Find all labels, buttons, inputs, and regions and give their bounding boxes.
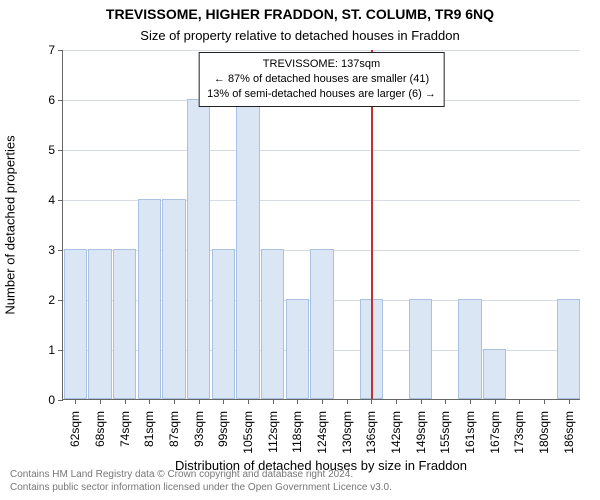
- annotation-line: TREVISSOME: 137sqm: [207, 57, 436, 72]
- x-tick: 173sqm: [512, 405, 526, 454]
- x-tick-mark: [347, 399, 348, 404]
- histogram-bar: [409, 299, 433, 399]
- x-tick: 68sqm: [93, 405, 107, 447]
- x-tick: 93sqm: [192, 405, 206, 447]
- x-tick-mark: [248, 399, 249, 404]
- x-tick-mark: [371, 399, 372, 404]
- x-tick-mark: [519, 399, 520, 404]
- x-tick: 149sqm: [414, 405, 428, 454]
- y-axis-label: Number of detached properties: [3, 135, 18, 314]
- x-tick: 81sqm: [142, 405, 156, 447]
- histogram-chart: TREVISSOME, HIGHER FRADDON, ST. COLUMB, …: [0, 0, 600, 500]
- histogram-bar: [557, 299, 581, 399]
- chart-subtitle: Size of property relative to detached ho…: [0, 28, 600, 43]
- x-tick-mark: [421, 399, 422, 404]
- x-tick-mark: [297, 399, 298, 404]
- x-tick-mark: [396, 399, 397, 404]
- histogram-bar: [113, 249, 137, 399]
- histogram-bar: [88, 249, 112, 399]
- x-tick: 118sqm: [290, 405, 304, 453]
- x-tick: 180sqm: [537, 405, 551, 454]
- x-tick-mark: [470, 399, 471, 404]
- x-tick-mark: [445, 399, 446, 404]
- x-tick: 161sqm: [463, 405, 477, 454]
- x-tick: 155sqm: [438, 405, 452, 454]
- histogram-bar: [483, 349, 507, 399]
- y-tick: 2: [48, 293, 63, 307]
- annotation-line: 13% of semi-detached houses are larger (…: [207, 87, 436, 102]
- x-tick-mark: [100, 399, 101, 404]
- x-tick-mark: [75, 399, 76, 404]
- x-tick: 186sqm: [562, 405, 576, 454]
- x-tick: 105sqm: [241, 405, 255, 454]
- attribution-footer: Contains HM Land Registry data © Crown c…: [10, 468, 392, 494]
- x-tick: 136sqm: [364, 405, 378, 454]
- x-tick: 99sqm: [216, 405, 230, 447]
- y-tick: 6: [48, 93, 63, 107]
- x-tick-mark: [322, 399, 323, 404]
- histogram-bar: [261, 249, 285, 399]
- footer-line-2: Contains public sector information licen…: [10, 481, 392, 494]
- x-tick: 167sqm: [488, 405, 502, 454]
- x-tick: 112sqm: [266, 405, 280, 453]
- gridline: [63, 50, 580, 51]
- annotation-line: ← 87% of detached houses are smaller (41…: [207, 72, 436, 87]
- footer-line-1: Contains HM Land Registry data © Crown c…: [10, 468, 392, 481]
- histogram-bar: [212, 249, 236, 399]
- x-tick: 87sqm: [167, 405, 181, 447]
- x-tick-mark: [569, 399, 570, 404]
- annotation-box: TREVISSOME: 137sqm← 87% of detached hous…: [198, 52, 445, 107]
- x-tick: 62sqm: [68, 405, 82, 447]
- y-tick: 5: [48, 143, 63, 157]
- x-tick-mark: [273, 399, 274, 404]
- histogram-bar: [310, 249, 334, 399]
- histogram-bar: [187, 99, 211, 399]
- y-tick: 1: [48, 343, 63, 357]
- histogram-bar: [162, 199, 186, 399]
- x-tick: 142sqm: [389, 405, 403, 454]
- y-tick: 3: [48, 243, 63, 257]
- histogram-bar: [286, 299, 310, 399]
- x-tick: 130sqm: [340, 405, 354, 454]
- chart-title: TREVISSOME, HIGHER FRADDON, ST. COLUMB, …: [0, 6, 600, 22]
- x-tick-mark: [223, 399, 224, 404]
- y-tick: 0: [48, 393, 63, 407]
- x-tick: 74sqm: [118, 405, 132, 447]
- y-tick: 7: [48, 43, 63, 57]
- x-tick: 124sqm: [315, 405, 329, 454]
- x-tick-mark: [149, 399, 150, 404]
- histogram-bar: [64, 249, 88, 399]
- x-tick-mark: [544, 399, 545, 404]
- histogram-bar: [458, 299, 482, 399]
- x-tick-mark: [495, 399, 496, 404]
- histogram-bar: [236, 99, 260, 399]
- x-tick-mark: [174, 399, 175, 404]
- x-tick-mark: [199, 399, 200, 404]
- x-tick-mark: [125, 399, 126, 404]
- histogram-bar: [138, 199, 162, 399]
- y-tick: 4: [48, 193, 63, 207]
- gridline: [63, 150, 580, 151]
- plot-area: 0123456762sqm68sqm74sqm81sqm87sqm93sqm99…: [62, 50, 580, 400]
